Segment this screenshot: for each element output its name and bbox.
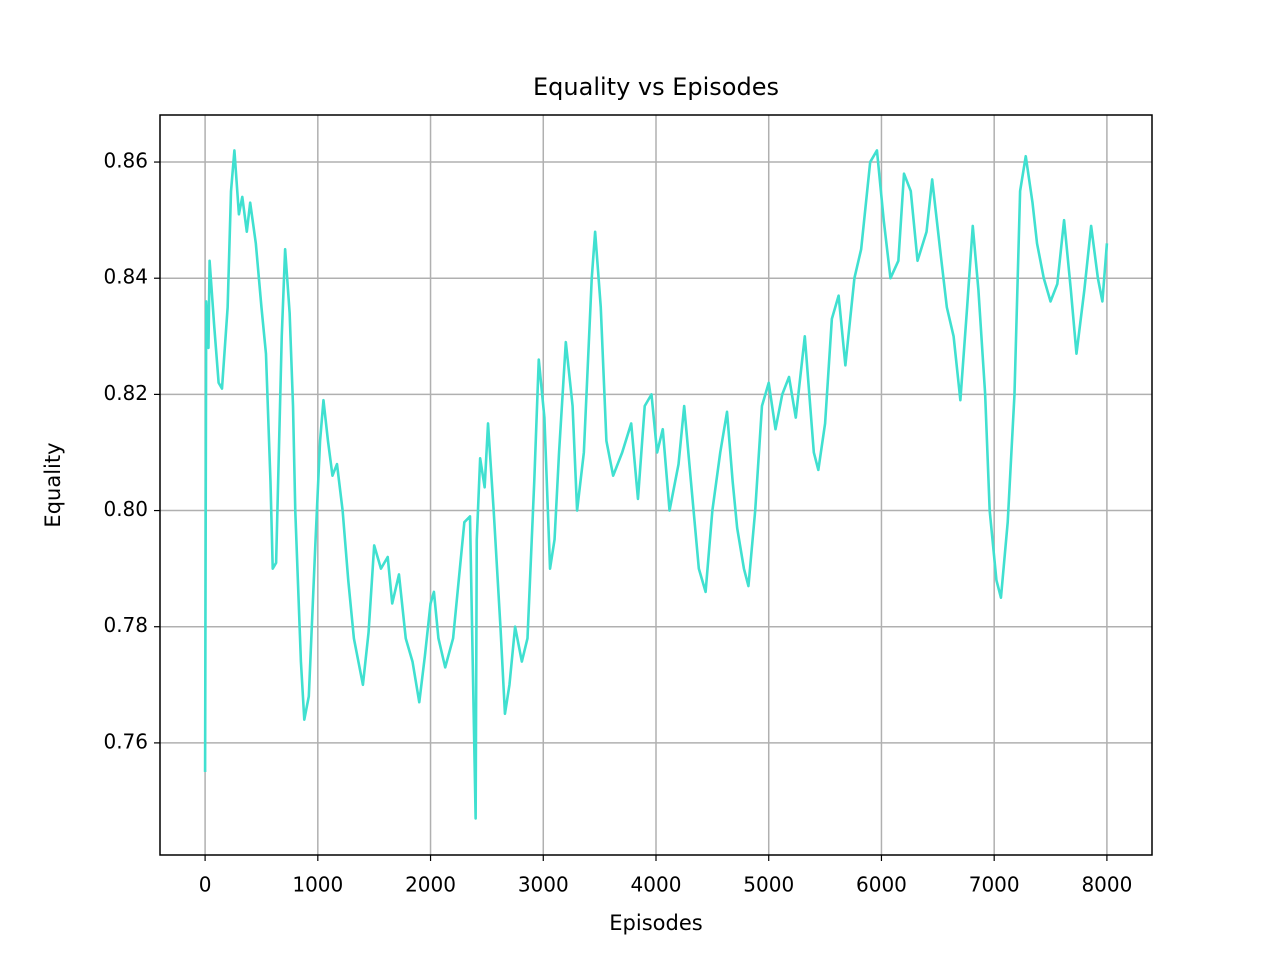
y-tick-label: 0.86	[103, 149, 148, 173]
y-tick-label: 0.80	[103, 497, 148, 521]
x-tick-label: 8000	[1081, 873, 1132, 897]
x-tick-label: 2000	[405, 873, 456, 897]
chart-title: Equality vs Episodes	[533, 73, 779, 101]
y-tick-label: 0.82	[103, 381, 148, 405]
x-tick-label: 1000	[292, 873, 343, 897]
x-tick-label: 7000	[969, 873, 1020, 897]
y-axis-label: Equality	[41, 442, 65, 527]
y-tick-label: 0.78	[103, 613, 148, 637]
x-tick-label: 3000	[518, 873, 569, 897]
x-tick-label: 6000	[856, 873, 907, 897]
y-tick-label: 0.76	[103, 729, 148, 753]
x-axis-label: Episodes	[609, 911, 702, 935]
x-tick-label: 5000	[743, 873, 794, 897]
grid	[160, 115, 1152, 855]
y-tick-label: 0.84	[103, 265, 148, 289]
x-tick-label: 4000	[631, 873, 682, 897]
x-tick-label: 0	[199, 873, 212, 897]
plot-area	[203, 149, 1109, 820]
data-line	[203, 149, 1109, 820]
